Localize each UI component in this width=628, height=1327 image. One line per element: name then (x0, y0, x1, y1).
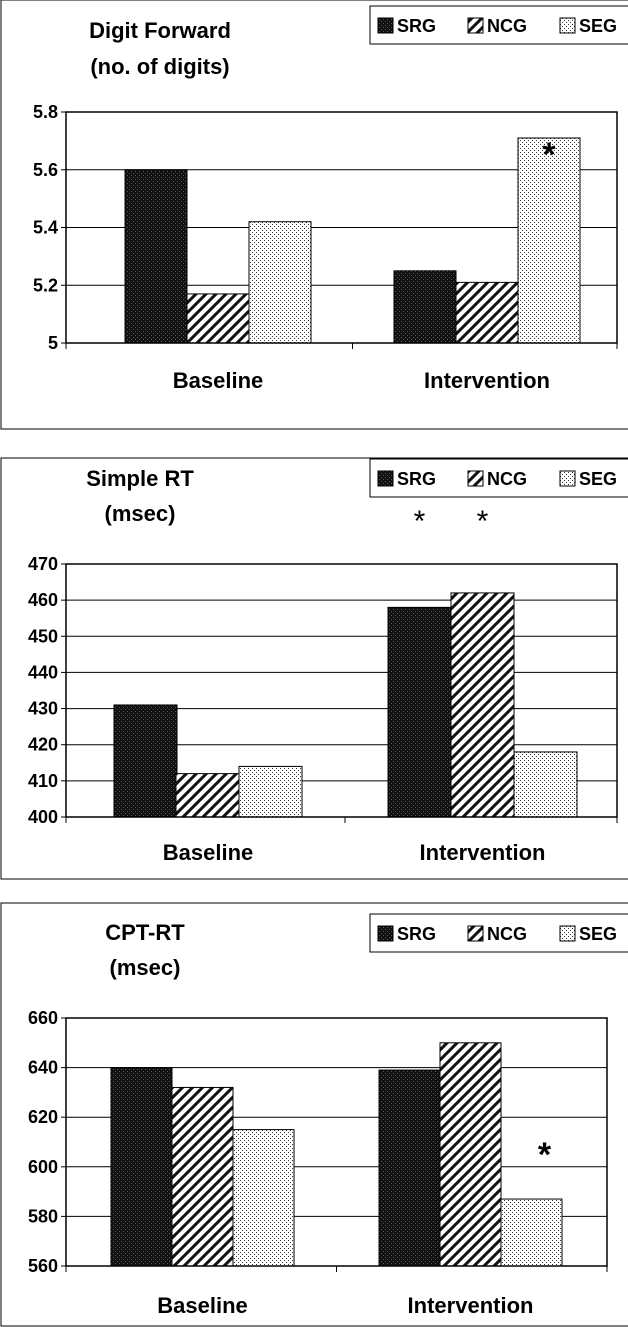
bar-srg-intervention (393, 270, 457, 344)
y-tick-label: 580 (28, 1206, 58, 1226)
bar-ncg-intervention (450, 592, 515, 818)
bar-seg-intervention (513, 751, 578, 818)
legend-label-ncg: NCG (487, 16, 527, 36)
legend-border (369, 913, 628, 953)
bar-seg-baseline (248, 221, 312, 344)
bar-ncg-baseline (171, 1086, 234, 1267)
chart-legend: SRG NCG SEG (369, 458, 628, 498)
y-tick-label: 450 (28, 626, 58, 646)
bar-seg-intervention (517, 137, 581, 344)
legend-label-seg: SEG (579, 16, 617, 36)
bar-srg-baseline (110, 1067, 173, 1267)
chart-title: CPT-RT (105, 920, 185, 945)
y-tick-label: 5.6 (33, 160, 58, 180)
legend-label-srg: SRG (397, 469, 436, 489)
legend-swatch-seg (559, 470, 576, 487)
x-category-label: Intervention (408, 1293, 534, 1318)
bar-ncg-baseline (175, 773, 240, 818)
chart-panel-3: CPT-RT (msec) SRG NCG SEG 560 580 600 620 640 660 B… (0, 902, 628, 1327)
chart-subtitle: (msec) (105, 501, 176, 526)
x-category-label: Intervention (420, 840, 546, 865)
bar-srg-baseline (113, 704, 178, 818)
y-tick-label: 410 (28, 771, 58, 791)
legend-swatch-ncg (467, 17, 484, 34)
bar-ncg-intervention (439, 1042, 502, 1267)
significance-star: * (477, 505, 489, 538)
legend-swatch-seg (559, 17, 576, 34)
y-tick-label: 5.8 (33, 102, 58, 122)
plot-frame (65, 563, 618, 818)
y-tick-label: 430 (28, 699, 58, 719)
chart-legend: SRG NCG SEG (369, 5, 628, 45)
bar-seg-baseline (232, 1129, 295, 1267)
chart-panel-border (0, 457, 628, 880)
bar-srg-intervention (378, 1069, 441, 1267)
legend-swatch-ncg (467, 470, 484, 487)
bar-ncg-baseline (186, 293, 250, 344)
plot-frame (65, 111, 618, 344)
legend-label-ncg: NCG (487, 469, 527, 489)
chart-legend: SRG NCG SEG (369, 913, 628, 953)
y-tick-label: 640 (28, 1058, 58, 1078)
y-tick-label: 560 (28, 1256, 58, 1276)
significance-star: * (414, 505, 426, 538)
bar-seg-intervention (500, 1198, 563, 1267)
y-tick-label: 5 (48, 333, 58, 353)
y-tick-label: 470 (28, 554, 58, 574)
legend-label-srg: SRG (397, 16, 436, 36)
y-tick-label: 400 (28, 807, 58, 827)
x-category-label: Intervention (424, 368, 550, 393)
legend-border (369, 5, 628, 45)
legend-swatch-srg (377, 925, 394, 942)
y-tick-label: 600 (28, 1157, 58, 1177)
legend-label-seg: SEG (579, 924, 617, 944)
y-tick-label: 5.4 (33, 218, 58, 238)
chart-subtitle: (no. of digits) (90, 54, 229, 79)
bar-ncg-intervention (455, 281, 519, 344)
x-category-label: Baseline (173, 368, 264, 393)
bar-srg-intervention (387, 606, 452, 818)
x-category-label: Baseline (163, 840, 254, 865)
legend-label-srg: SRG (397, 924, 436, 944)
bar-seg-baseline (238, 765, 303, 818)
chart-title: Simple RT (86, 466, 194, 491)
y-tick-label: 5.2 (33, 275, 58, 295)
chart-panel-1: Digit Forward (no. of digits) SRG NCG SEG 5 5.… (0, 0, 628, 430)
legend-label-seg: SEG (579, 469, 617, 489)
legend-swatch-seg (559, 925, 576, 942)
legend-swatch-ncg (467, 925, 484, 942)
chart-title: Digit Forward (89, 18, 231, 43)
y-tick-label: 460 (28, 590, 58, 610)
legend-border (369, 458, 628, 498)
significance-star: * (538, 1136, 552, 1174)
y-tick-label: 420 (28, 735, 58, 755)
legend-label-ncg: NCG (487, 924, 527, 944)
y-tick-label: 660 (28, 1008, 58, 1028)
significance-star: * (542, 136, 556, 174)
legend-swatch-srg (377, 17, 394, 34)
chart-panel-border (0, 902, 628, 1327)
chart-subtitle: (msec) (110, 955, 181, 980)
chart-panel-border (0, 0, 628, 430)
bar-srg-baseline (124, 169, 188, 344)
legend-swatch-srg (377, 470, 394, 487)
y-tick-label: 440 (28, 662, 58, 682)
y-tick-label: 620 (28, 1107, 58, 1127)
chart-panel-2: Simple RT (msec) SRG NCG SEG 400 410 420 430 440 4… (0, 457, 628, 880)
x-category-label: Baseline (157, 1293, 248, 1318)
